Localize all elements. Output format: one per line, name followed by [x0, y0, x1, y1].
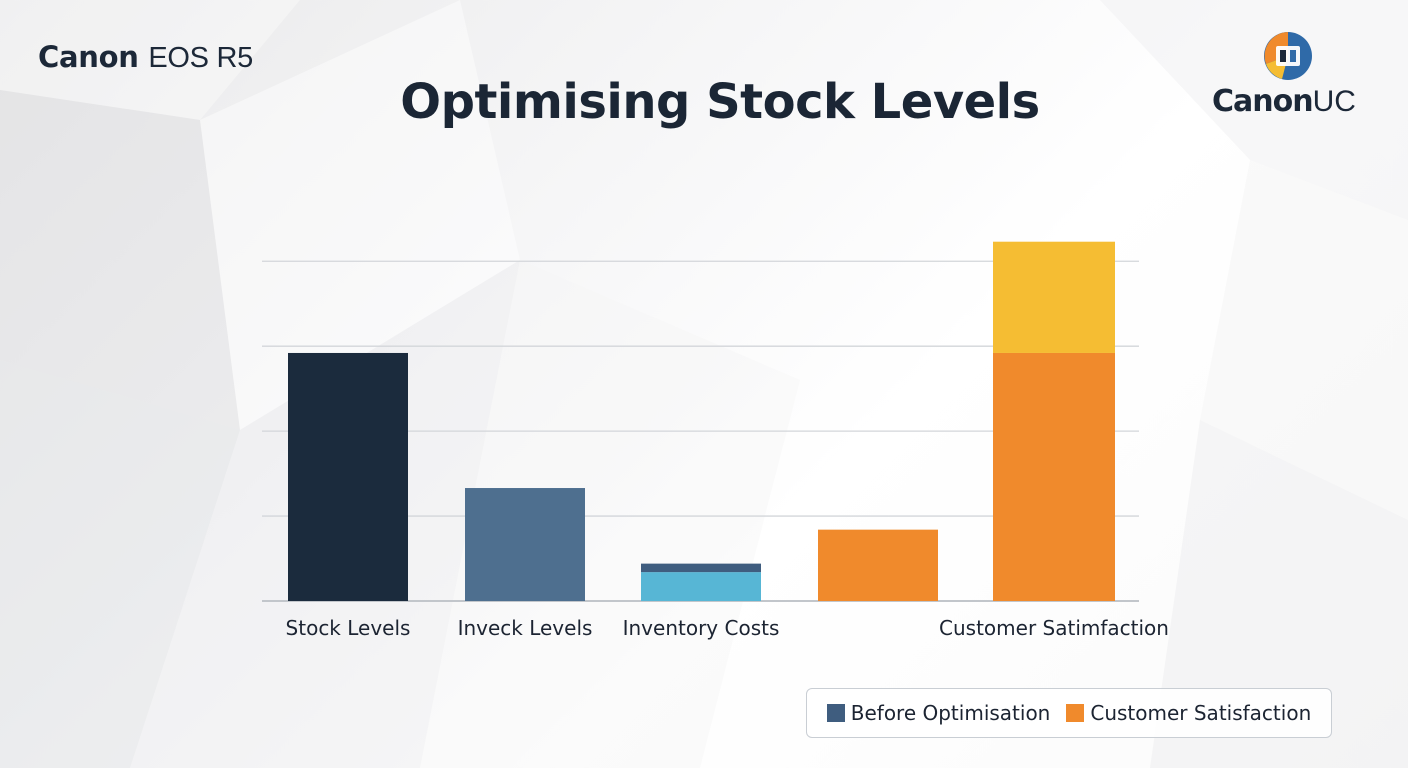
legend-item-before-optimisation: Before Optimisation [826, 701, 1051, 725]
bar-2-segment-0 [641, 572, 761, 601]
bar-4-segment-1 [993, 241, 1115, 353]
canon-uc-logo: CanonUC [1212, 30, 1372, 120]
legend-label: Customer Satisfaction [1090, 701, 1312, 725]
brand-wordmark: Canon EOS R5 [38, 40, 253, 75]
bar-4-segment-0 [993, 352, 1115, 601]
category-label: Customer Satimfaction [939, 616, 1169, 640]
page-title: Optimising Stock Levels [400, 74, 1040, 130]
chart-legend: Before Optimisation Customer Satisfactio… [806, 688, 1332, 738]
category-label: Stock Levels [285, 616, 411, 640]
canon-uc-logo-icon [1264, 32, 1312, 80]
bars [288, 241, 1115, 601]
gridlines [262, 260, 1139, 602]
bar-0-segment-0 [288, 352, 408, 601]
legend-item-customer-satisfaction: Customer Satisfaction [1066, 701, 1311, 725]
logo-name: Canon [1212, 84, 1314, 119]
legend-label: Before Optimisation [850, 701, 1051, 725]
bar-3-segment-0 [818, 529, 938, 601]
bar-2-segment-1 [641, 563, 761, 573]
logo-suffix: UC [1312, 85, 1356, 118]
legend-swatch [826, 704, 845, 722]
brand-name: Canon [38, 40, 139, 74]
bar-1-segment-0 [465, 488, 585, 601]
brand-model: EOS R5 [148, 42, 253, 74]
category-label: Inveck Levels [457, 616, 593, 640]
category-label: Inventory Costs [622, 616, 780, 640]
legend-swatch [1066, 704, 1085, 722]
canon-uc-logo-text: CanonUC [1212, 84, 1372, 119]
